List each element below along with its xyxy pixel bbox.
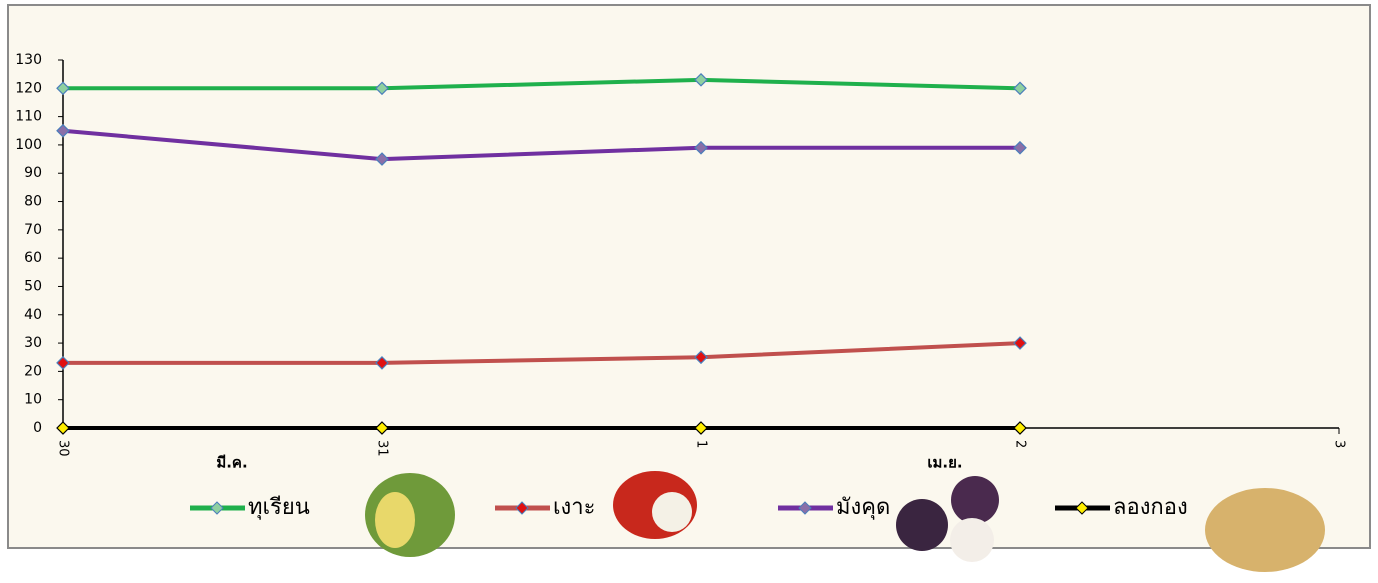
series-line	[62, 128, 1020, 162]
y-tick-label: 80	[24, 194, 42, 210]
durian-image	[375, 492, 415, 548]
fruit-images	[365, 471, 1325, 572]
y-tick-label: 100	[15, 137, 42, 153]
legend-label: มังคุด	[836, 495, 890, 520]
mangosteen-image	[896, 499, 948, 551]
mangosteen-image	[951, 476, 999, 524]
x-tick-label: 3	[1332, 440, 1347, 448]
legend-marker	[798, 501, 812, 515]
data-point	[694, 72, 708, 87]
x-tick-label: 30	[56, 440, 71, 457]
legend-label: ทุเรียน	[248, 495, 310, 520]
y-tick-label: 0	[33, 420, 42, 436]
legend-label: เงาะ	[553, 495, 595, 520]
series	[56, 336, 1027, 370]
rambutan-image	[652, 492, 692, 532]
series	[56, 123, 1027, 166]
y-tick-label: 70	[24, 222, 42, 238]
y-tick-label: 10	[24, 392, 42, 408]
legend-label: ลองกอง	[1113, 495, 1188, 520]
x-tick-label: 2	[1013, 440, 1028, 448]
chart-area	[7, 4, 1371, 549]
y-tick-label: 130	[15, 52, 42, 68]
mangosteen-image	[950, 518, 994, 562]
month-label: มี.ค.	[216, 454, 247, 472]
data-point	[694, 421, 708, 435]
data-point	[1013, 336, 1027, 350]
data-point	[1013, 81, 1027, 96]
data-point	[375, 152, 389, 166]
data-point	[694, 140, 708, 155]
legend-entry: ลองกอง	[1055, 495, 1188, 520]
data-point	[1013, 421, 1027, 435]
legend-marker	[210, 501, 224, 515]
month-label: เม.ย.	[927, 454, 962, 472]
x-tick-label: 1	[694, 440, 709, 448]
y-tick-label: 20	[24, 363, 42, 379]
legend-entry: ทุเรียน	[190, 495, 310, 520]
legend-entry: มังคุด	[778, 495, 890, 520]
data-point	[375, 421, 389, 435]
data-point	[56, 421, 70, 435]
data-point	[56, 356, 70, 370]
series	[56, 421, 1027, 435]
data-point	[375, 356, 389, 370]
legend-entry: เงาะ	[495, 495, 595, 520]
series	[56, 72, 1027, 96]
y-tick-label: 110	[15, 109, 42, 125]
data-point	[375, 81, 389, 96]
data-point	[1013, 140, 1027, 155]
y-tick-label: 60	[24, 250, 42, 266]
y-tick-label: 30	[24, 335, 42, 351]
legend-marker	[515, 501, 529, 515]
data-point	[56, 81, 70, 96]
data-point	[694, 350, 708, 365]
y-tick-label: 90	[24, 165, 42, 181]
x-tick-label: 31	[375, 440, 390, 457]
series-line	[63, 341, 1021, 365]
y-tick-label: 50	[24, 278, 42, 294]
y-tick-label: 120	[15, 80, 42, 96]
series-line	[63, 77, 1021, 91]
y-tick-label: 40	[24, 307, 42, 323]
legend-marker	[1075, 501, 1089, 515]
longkong-image	[1205, 488, 1325, 572]
data-point	[56, 123, 70, 138]
